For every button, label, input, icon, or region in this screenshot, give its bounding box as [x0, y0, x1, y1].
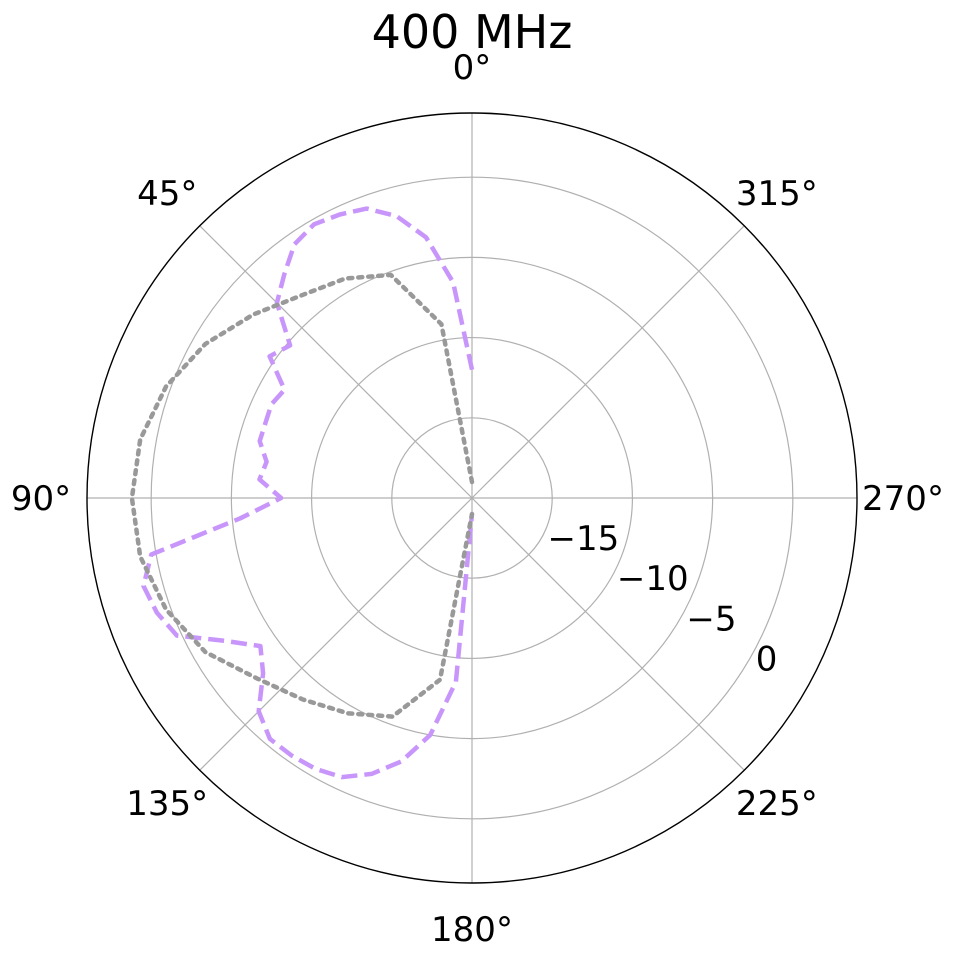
radial-tick-label: −5: [686, 599, 736, 639]
angle-tick-label: 180°: [431, 910, 513, 950]
angle-tick-label: 225°: [736, 784, 818, 824]
radial-tick-label: −15: [548, 519, 620, 559]
angle-gridline: [471, 225, 745, 499]
radial-gridline: [230, 256, 714, 740]
angle-tick-label: 90°: [11, 479, 71, 519]
angle-gridline: [199, 225, 473, 499]
angle-tick-label: 45°: [137, 174, 197, 214]
series-lines: [129, 206, 475, 780]
radial-gridline: [150, 176, 794, 820]
angle-tick-label: 270°: [862, 479, 944, 519]
series-line-0: [141, 206, 475, 780]
angle-tick-label: 0°: [453, 48, 492, 88]
polar-grid: [86, 112, 858, 884]
chart-title: 400 MHz: [372, 5, 573, 59]
angle-tick-label: 315°: [736, 174, 818, 214]
radial-tick-label: 0: [756, 639, 778, 679]
angle-tick-label: 135°: [126, 784, 208, 824]
axis-labels: 0° 45° 90° 135° 180° 225° 270° 315° −15−10−5 0: [11, 48, 944, 950]
series-line-1: [129, 272, 475, 719]
radial-gridline: [391, 417, 553, 579]
polar-frame: [86, 112, 858, 884]
radial-gridline: [310, 336, 634, 660]
radial-tick-label: −10: [617, 559, 689, 599]
